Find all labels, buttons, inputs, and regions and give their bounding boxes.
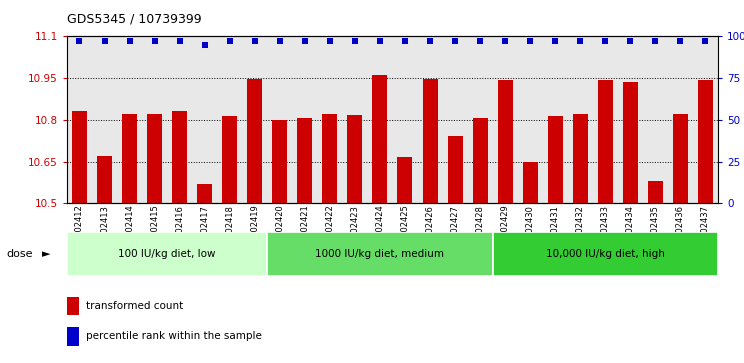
Text: 1000 IU/kg diet, medium: 1000 IU/kg diet, medium	[315, 249, 444, 259]
Bar	[322, 114, 337, 203]
Bar	[573, 114, 588, 203]
Text: GSM1502424: GSM1502424	[376, 205, 385, 261]
Bar	[698, 80, 713, 203]
Bar	[247, 79, 263, 203]
Bar	[67, 232, 267, 276]
Bar	[448, 136, 463, 203]
Bar	[222, 116, 237, 203]
Text: GSM1502420: GSM1502420	[275, 205, 284, 261]
Text: GSM1502418: GSM1502418	[225, 205, 234, 261]
Text: GSM1502412: GSM1502412	[75, 205, 84, 261]
Text: GSM1502425: GSM1502425	[400, 205, 409, 261]
Text: GSM1502436: GSM1502436	[676, 205, 685, 261]
Text: ►: ►	[42, 249, 51, 259]
Text: GSM1502421: GSM1502421	[301, 205, 310, 261]
Bar	[397, 158, 412, 203]
Text: GSM1502431: GSM1502431	[551, 205, 559, 261]
Bar	[597, 80, 613, 203]
Text: GSM1502435: GSM1502435	[651, 205, 660, 261]
Bar	[472, 118, 487, 203]
Bar	[298, 118, 312, 203]
Bar	[97, 156, 112, 203]
Bar	[272, 120, 287, 203]
Text: GSM1502434: GSM1502434	[626, 205, 635, 261]
Bar	[72, 111, 87, 203]
Bar	[67, 297, 79, 315]
Text: percentile rank within the sample: percentile rank within the sample	[86, 331, 263, 341]
Text: transformed count: transformed count	[86, 301, 184, 311]
Bar	[347, 115, 362, 203]
Text: dose: dose	[6, 249, 33, 259]
Bar	[197, 184, 212, 203]
Bar	[67, 327, 79, 346]
Text: GSM1502413: GSM1502413	[100, 205, 109, 261]
Text: GSM1502422: GSM1502422	[325, 205, 334, 261]
Bar	[648, 181, 663, 203]
Text: GSM1502416: GSM1502416	[175, 205, 184, 261]
Text: 10,000 IU/kg diet, high: 10,000 IU/kg diet, high	[546, 249, 664, 259]
Text: GSM1502417: GSM1502417	[200, 205, 209, 261]
Text: GSM1502428: GSM1502428	[475, 205, 484, 261]
Bar	[147, 114, 162, 203]
Text: GDS5345 / 10739399: GDS5345 / 10739399	[67, 12, 202, 25]
Text: GSM1502429: GSM1502429	[501, 205, 510, 261]
Text: GSM1502419: GSM1502419	[250, 205, 259, 261]
Bar	[373, 75, 388, 203]
Bar	[423, 79, 437, 203]
Text: 100 IU/kg diet, low: 100 IU/kg diet, low	[118, 249, 216, 259]
Bar	[548, 116, 562, 203]
Bar	[498, 80, 513, 203]
Text: GSM1502427: GSM1502427	[451, 205, 460, 261]
Bar	[172, 111, 187, 203]
Text: GSM1502414: GSM1502414	[125, 205, 134, 261]
Bar	[122, 114, 137, 203]
Text: GSM1502432: GSM1502432	[576, 205, 585, 261]
Bar	[493, 232, 718, 276]
Bar	[673, 114, 688, 203]
Text: GSM1502415: GSM1502415	[150, 205, 159, 261]
Bar	[267, 232, 493, 276]
Text: GSM1502433: GSM1502433	[601, 205, 610, 261]
Text: GSM1502423: GSM1502423	[350, 205, 359, 261]
Bar	[522, 162, 538, 203]
Text: GSM1502430: GSM1502430	[526, 205, 535, 261]
Text: GSM1502426: GSM1502426	[426, 205, 434, 261]
Bar	[623, 82, 638, 203]
Text: GSM1502437: GSM1502437	[701, 205, 710, 261]
